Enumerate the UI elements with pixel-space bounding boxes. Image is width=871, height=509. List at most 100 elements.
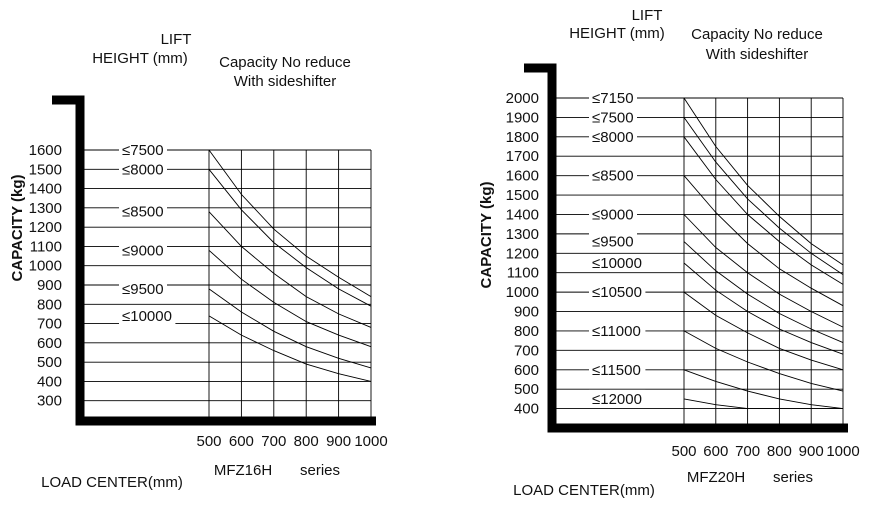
series-label: ≤8000 bbox=[592, 129, 634, 146]
x-tick-label: 900 bbox=[326, 433, 351, 450]
y-axis-title: CAPACITY (kg) bbox=[9, 175, 26, 282]
y-tick-label: 800 bbox=[37, 296, 62, 313]
series-line bbox=[683, 175, 844, 307]
y-tick-label: 600 bbox=[37, 335, 62, 352]
x-axis-title: LOAD CENTER(mm) bbox=[513, 482, 655, 499]
y-tick-label: 1800 bbox=[506, 129, 539, 146]
series-label-bg bbox=[589, 254, 646, 272]
y-tick-label: 2000 bbox=[506, 90, 539, 107]
header-height: HEIGHT (mm) bbox=[569, 25, 665, 42]
y-tick-label: 400 bbox=[37, 373, 62, 390]
series-label-bg bbox=[589, 205, 637, 224]
x-tick-label: 700 bbox=[735, 443, 760, 460]
series-label-bg bbox=[589, 232, 637, 251]
y-tick-label: 1900 bbox=[506, 109, 539, 126]
x-tick-label: 1000 bbox=[826, 443, 859, 460]
header-height: HEIGHT (mm) bbox=[92, 50, 188, 67]
x-tick-label: 900 bbox=[799, 443, 824, 460]
series-label-bg bbox=[119, 141, 167, 159]
y-tick-label: 300 bbox=[37, 393, 62, 410]
y-tick-label: 800 bbox=[514, 323, 539, 340]
series-label: ≤9000 bbox=[592, 206, 634, 223]
y-tick-label: 900 bbox=[37, 277, 62, 294]
series-line bbox=[683, 398, 843, 410]
series-line bbox=[208, 288, 372, 369]
y-tick-label: 1000 bbox=[29, 258, 62, 275]
series-label: ≤9000 bbox=[122, 242, 164, 259]
y-tick-label: 1500 bbox=[29, 161, 62, 178]
series-line bbox=[683, 136, 844, 285]
series-label: ≤7500 bbox=[592, 109, 634, 126]
y-tick-label: 700 bbox=[37, 316, 62, 333]
series-label-bg bbox=[589, 321, 646, 340]
series-label-bg bbox=[589, 89, 637, 107]
header-lift: LIFT bbox=[161, 31, 192, 48]
y-tick-label: 400 bbox=[514, 401, 539, 418]
x-axis-title: LOAD CENTER(mm) bbox=[41, 474, 183, 491]
series-line bbox=[683, 262, 844, 355]
y-axis-title: CAPACITY (kg) bbox=[478, 182, 495, 289]
series-label: ≤8500 bbox=[592, 168, 634, 185]
series-label: ≤11500 bbox=[592, 362, 641, 379]
series-label: ≤7500 bbox=[122, 142, 164, 159]
x-tick-label: 800 bbox=[294, 433, 319, 450]
y-tick-label: 1000 bbox=[506, 284, 539, 301]
y-tick-label: 1700 bbox=[506, 148, 539, 165]
x-tick-label: 1000 bbox=[354, 433, 387, 450]
y-tick-label: 1300 bbox=[29, 200, 62, 217]
series-label-bg bbox=[589, 389, 646, 408]
series-line bbox=[683, 97, 844, 266]
series-word: series bbox=[773, 469, 813, 486]
fork-frame bbox=[524, 63, 848, 433]
y-tick-label: 1200 bbox=[29, 219, 62, 236]
y-tick-label: 600 bbox=[514, 362, 539, 379]
series-label: ≤11000 bbox=[592, 323, 641, 340]
series-label-bg bbox=[119, 279, 167, 298]
series-label-bg bbox=[589, 283, 646, 302]
series-line bbox=[208, 211, 372, 328]
y-tick-label: 1100 bbox=[30, 238, 62, 255]
model-name: MFZ20H bbox=[687, 469, 745, 486]
series-label: ≤9500 bbox=[592, 234, 634, 251]
series-line bbox=[683, 117, 844, 275]
series-label-bg bbox=[589, 166, 637, 185]
series-label: ≤8000 bbox=[122, 161, 164, 178]
series-line bbox=[208, 249, 372, 348]
series-line bbox=[208, 315, 372, 382]
x-tick-label: 800 bbox=[767, 443, 792, 460]
header-lift: LIFT bbox=[632, 7, 663, 24]
x-tick-label: 500 bbox=[671, 443, 696, 460]
series-label: ≤8500 bbox=[122, 204, 164, 221]
x-tick-label: 600 bbox=[703, 443, 728, 460]
x-tick-label: 600 bbox=[229, 433, 254, 450]
y-tick-label: 1400 bbox=[29, 181, 62, 198]
series-line bbox=[683, 369, 844, 410]
y-tick-label: 1600 bbox=[506, 168, 539, 185]
series-label: ≤9500 bbox=[122, 281, 164, 298]
chart-mfz16h: 3004005006007008009001000110012001300140… bbox=[9, 31, 388, 491]
fork-frame bbox=[52, 95, 376, 426]
series-label: ≤10000 bbox=[122, 308, 172, 325]
series-line bbox=[683, 330, 844, 392]
series-line bbox=[208, 169, 372, 307]
header-sideshifter: With sideshifter bbox=[706, 46, 809, 63]
series-line bbox=[683, 214, 844, 328]
y-tick-label: 1300 bbox=[506, 226, 539, 243]
header-capacity: Capacity No reduce bbox=[219, 54, 351, 71]
series-label-bg bbox=[119, 241, 167, 260]
series-label-bg bbox=[119, 160, 167, 179]
y-tick-label: 1200 bbox=[506, 245, 539, 262]
x-tick-label: 700 bbox=[261, 433, 286, 450]
y-tick-label: 1100 bbox=[507, 265, 539, 282]
y-tick-label: 500 bbox=[514, 381, 539, 398]
chart-mfz20h: 4005006007008009001000110012001300140015… bbox=[478, 7, 860, 499]
series-label-bg bbox=[119, 306, 176, 325]
series-word: series bbox=[300, 462, 340, 479]
y-tick-label: 900 bbox=[514, 304, 539, 321]
y-tick-label: 700 bbox=[514, 342, 539, 359]
series-label-bg bbox=[589, 127, 637, 146]
model-name: MFZ16H bbox=[214, 462, 272, 479]
series-label: ≤12000 bbox=[592, 391, 642, 408]
series-label-bg bbox=[119, 202, 167, 221]
